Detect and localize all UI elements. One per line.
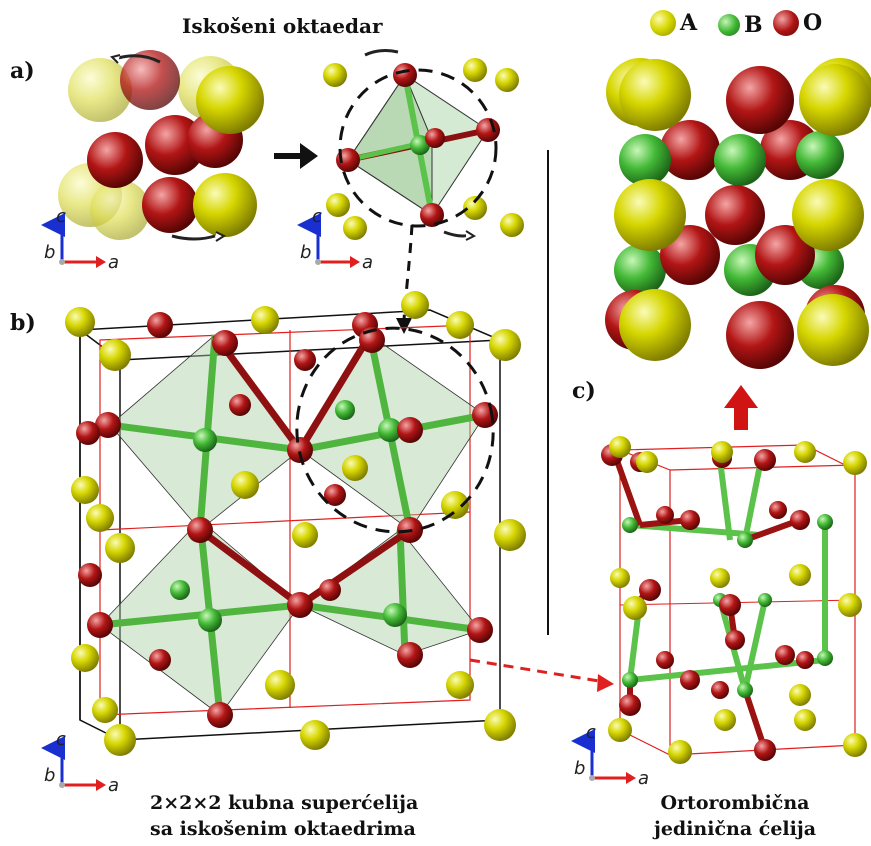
legend-label-a: A bbox=[680, 10, 698, 36]
legend-label-o: O bbox=[803, 10, 823, 36]
axis-label-b: b bbox=[44, 765, 55, 786]
axis-label-c: c bbox=[586, 722, 596, 743]
legend-item-a: A bbox=[650, 10, 697, 36]
o-atom-swatch bbox=[773, 10, 799, 36]
panel-c-stick-model bbox=[601, 436, 867, 764]
a-atom-swatch bbox=[650, 10, 676, 36]
axis-label-b: b bbox=[300, 242, 311, 263]
axis-label-b: b bbox=[574, 758, 585, 779]
axis-label-a: a bbox=[638, 768, 649, 789]
panel-a-left-cluster bbox=[58, 50, 264, 242]
axes-triad-a-right: c b a bbox=[297, 206, 373, 273]
caption-supercell-line2: sa iskošenim oktaedrima bbox=[150, 818, 416, 840]
transform-arrow bbox=[274, 143, 318, 169]
b-atom-swatch bbox=[718, 14, 740, 36]
axes-triad-b: c b a bbox=[41, 729, 119, 796]
axes-triad-a-left: c b a bbox=[41, 206, 119, 273]
panel-c-spacefill bbox=[605, 58, 871, 369]
panel-label-a: a) bbox=[10, 58, 35, 84]
caption-ortho-line1: Ortorombična bbox=[660, 792, 810, 814]
caption-supercell-line1: 2×2×2 kubna superćelija bbox=[150, 792, 419, 814]
legend-label-b: B bbox=[744, 12, 763, 38]
axis-label-a: a bbox=[108, 252, 119, 273]
panel-label-b: b) bbox=[10, 310, 36, 336]
axis-label-b: b bbox=[44, 242, 55, 263]
title-skewed-octahedron: Iskošeni oktaedar bbox=[182, 14, 383, 38]
axis-label-c: c bbox=[56, 206, 66, 227]
axis-label-c: c bbox=[312, 206, 322, 227]
axis-label-a: a bbox=[362, 252, 373, 273]
caption-ortho-line2: jedinična ćelija bbox=[653, 818, 817, 840]
red-up-arrow bbox=[724, 385, 758, 430]
axis-label-c: c bbox=[56, 729, 66, 750]
caption-supercell: 2×2×2 kubna superćelija sa iskošenim okt… bbox=[150, 790, 419, 842]
panel-a-octahedron bbox=[323, 49, 524, 241]
red-dashed-arrow bbox=[469, 658, 606, 684]
panel-label-c: c) bbox=[572, 378, 596, 404]
caption-orthorhombic: Ortorombična jedinična ćelija bbox=[640, 790, 830, 842]
panel-b-supercell bbox=[65, 291, 526, 756]
legend-item-o: O bbox=[773, 10, 822, 36]
axis-label-a: a bbox=[108, 775, 119, 796]
axes-triad-c: c b a bbox=[571, 722, 649, 789]
legend-item-b: B bbox=[718, 12, 763, 38]
